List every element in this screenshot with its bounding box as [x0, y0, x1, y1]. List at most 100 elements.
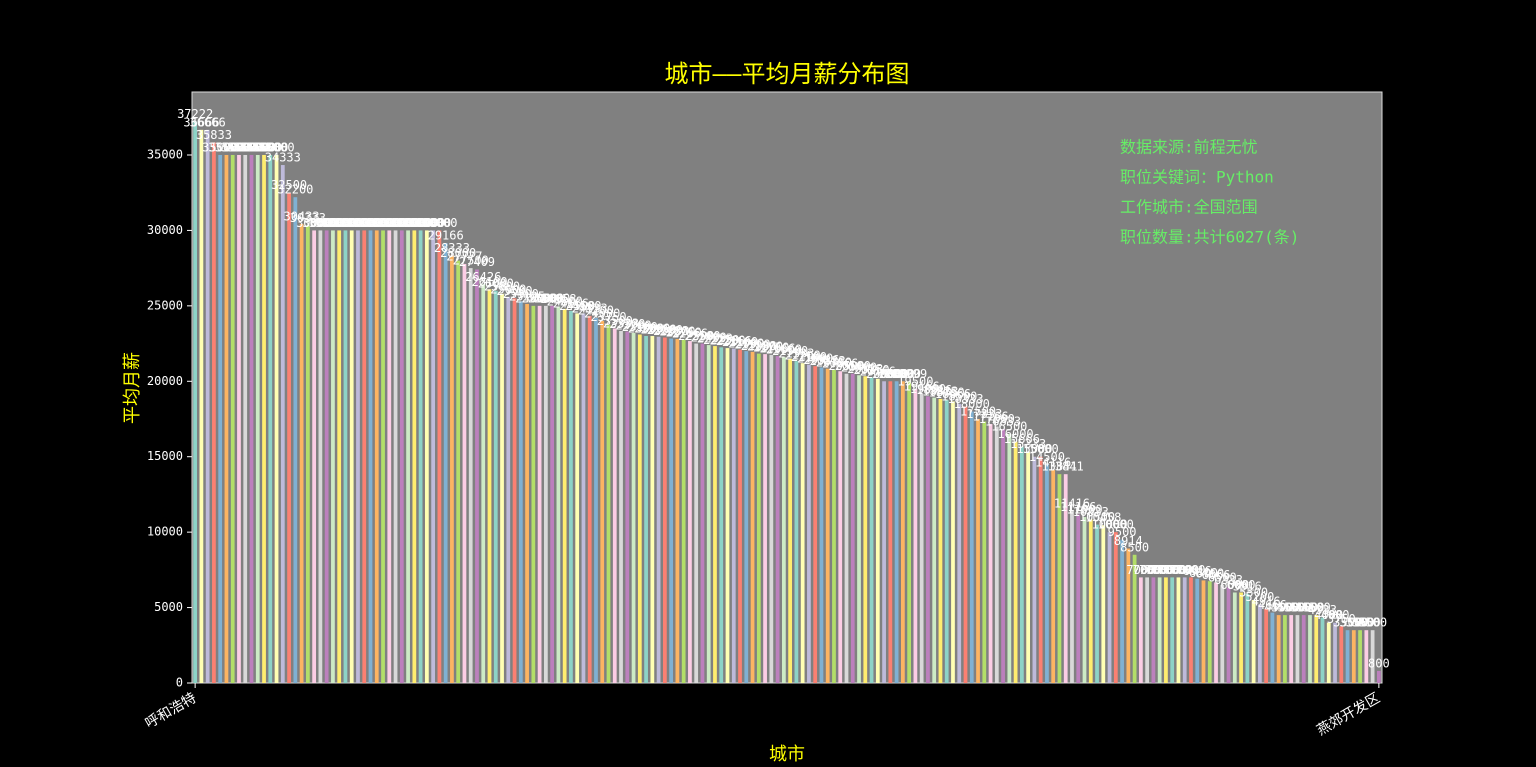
value-label: 21100	[791, 350, 827, 364]
value-label: 28000	[440, 246, 476, 260]
bar	[844, 373, 849, 683]
bar	[875, 378, 880, 683]
value-label: 800	[1368, 656, 1390, 670]
bar	[994, 426, 999, 683]
value-label: 27500	[453, 254, 489, 268]
value-label: 35000	[233, 140, 269, 154]
value-label: 24000	[584, 306, 620, 320]
value-label: 26100	[471, 275, 507, 289]
value-label: 19000	[910, 382, 946, 396]
bar	[644, 336, 648, 683]
value-label: 30000	[371, 216, 407, 230]
bar	[1326, 622, 1331, 683]
bar	[543, 305, 548, 683]
value-label: 9500	[1108, 525, 1137, 539]
bar	[1019, 446, 1024, 683]
value-label: 23500	[597, 314, 633, 328]
value-label: 23333	[603, 316, 639, 330]
value-label: 25000	[522, 291, 558, 305]
bar	[894, 381, 899, 683]
value-label: 35833	[196, 128, 232, 142]
value-label: 22750	[666, 325, 702, 339]
value-label: 24333	[572, 301, 608, 315]
value-label: 29166	[428, 228, 464, 242]
bar	[268, 154, 273, 683]
value-label: 30000	[340, 216, 376, 230]
bar	[1120, 539, 1124, 683]
value-label: 24666	[553, 296, 589, 310]
bar	[1107, 532, 1112, 683]
y-tick-label: 25000	[147, 298, 183, 312]
bar	[1138, 577, 1143, 683]
y-tick-label: 20000	[147, 374, 183, 388]
value-label: 27409	[459, 255, 495, 269]
bar	[650, 336, 655, 683]
bar	[850, 373, 855, 683]
bar	[1051, 470, 1056, 683]
value-label: 21200	[785, 349, 821, 363]
bar	[1201, 580, 1206, 683]
bar	[1132, 554, 1137, 683]
value-label: 30000	[377, 216, 413, 230]
bar	[951, 401, 955, 683]
value-label: 30000	[396, 216, 432, 230]
bar	[926, 396, 930, 683]
value-label: 22000	[728, 337, 764, 351]
value-label: 25000	[515, 291, 551, 305]
bar	[418, 230, 423, 683]
bar	[1026, 451, 1031, 683]
value-label: 20750	[816, 355, 852, 369]
value-label: 27777	[446, 249, 482, 263]
value-label: 10833	[1073, 505, 1109, 519]
value-label: 20833	[810, 354, 846, 368]
bar	[1301, 615, 1306, 683]
bar	[1283, 615, 1287, 683]
bar	[569, 310, 573, 683]
value-label: 10500	[1079, 510, 1115, 524]
bar	[493, 290, 498, 683]
value-label: 30000	[327, 216, 363, 230]
value-label: 37222	[177, 107, 213, 121]
bar	[662, 337, 667, 683]
value-label: 30000	[359, 216, 395, 230]
x-axis-label: 城市	[769, 744, 805, 765]
annotation: 职位数量:共计6027(条)	[1120, 228, 1299, 247]
bar	[775, 356, 780, 683]
value-label: 21666	[760, 342, 796, 356]
bar	[1251, 600, 1256, 683]
value-label: 6750	[1195, 567, 1224, 581]
value-label: 26426	[465, 270, 501, 284]
bar	[1220, 584, 1225, 683]
value-label: 7000	[1177, 563, 1206, 577]
bar	[1226, 587, 1231, 683]
bar	[556, 306, 561, 683]
value-label: 20500	[828, 359, 864, 373]
bar	[249, 154, 254, 683]
value-label: 13841	[1041, 460, 1077, 474]
bar	[230, 154, 235, 683]
value-label: 30000	[384, 216, 420, 230]
bar	[399, 230, 404, 683]
value-label: 30000	[315, 216, 351, 230]
value-label: 24200	[578, 303, 614, 317]
value-label: 4500	[1270, 601, 1299, 615]
bar	[1314, 615, 1319, 683]
bar	[700, 343, 705, 683]
bar	[631, 333, 636, 683]
value-label: 3500	[1346, 616, 1375, 630]
value-label: 5916	[1233, 579, 1262, 593]
value-label: 21750	[753, 340, 789, 354]
value-label: 30433	[284, 209, 320, 223]
value-label: 18333	[947, 392, 983, 406]
bar	[1207, 581, 1212, 683]
bar	[1333, 622, 1337, 683]
value-label: 4500	[1289, 601, 1318, 615]
value-label: 21600	[766, 343, 802, 357]
value-label: 7000	[1139, 563, 1168, 577]
value-label: 6666	[1202, 568, 1231, 582]
value-label: 25000	[534, 291, 570, 305]
value-label: 6800	[1189, 566, 1218, 580]
bar	[694, 343, 699, 683]
bar	[781, 357, 786, 683]
bar	[637, 334, 642, 683]
